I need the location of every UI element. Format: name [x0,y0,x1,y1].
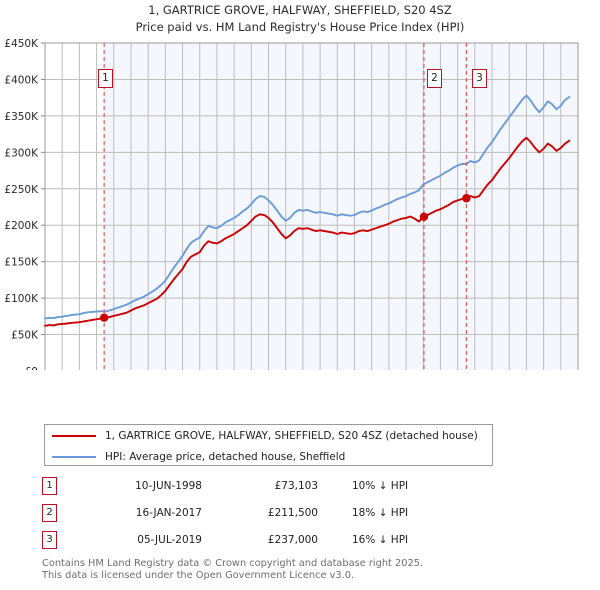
transaction-badge-1: 1 [42,476,57,495]
y-axis-tick-label: £400K [4,74,39,86]
transaction-marker-dot [462,194,471,203]
footer-line-2: This data is licensed under the Open Gov… [42,570,355,581]
y-axis-tick-label: £50K [11,330,39,342]
chart-callout-1: 1 [98,69,113,88]
y-axis-tick-label: £200K [4,220,39,232]
footer-attribution: Contains HM Land Registry data © Crown c… [42,558,562,582]
table-row: 1 10-JUN-1998 £73,103 10% ↓ HPI [42,472,462,499]
y-axis-tick-label: £0 [25,366,38,370]
price-hpi-line-chart: £0 £50K £100K £150K £200K £250K £300K £350K £400… [4,38,579,370]
chart-legend: 1, GARTRICE GROVE, HALFWAY, SHEFFIELD, S… [44,424,493,466]
legend-swatch-property [52,434,96,437]
footer-line-1: Contains HM Land Registry data © Crown c… [42,558,424,569]
y-axis-tick-label: £450K [4,38,39,50]
legend-label-hpi: HPI: Average price, detached house, Shef… [105,450,346,463]
y-axis-tick-label: £100K [4,293,39,305]
chart-area: £0 £50K £100K £150K £200K £250K £300K £350K £400… [0,38,600,370]
y-axis-tick-label: £300K [4,147,39,159]
transaction-delta-3: 16% ↓ HPI [352,533,409,546]
transaction-delta-1: 10% ↓ HPI [352,479,409,492]
series-line-property [44,136,571,327]
transaction-price-2: £211,500 [267,506,318,519]
plot-background-left [45,43,105,370]
legend-label-property: 1, GARTRICE GROVE, HALFWAY, SHEFFIELD, S… [105,429,478,442]
plot-frame [44,42,579,370]
transaction-date-2: 16-JAN-2017 [135,506,202,519]
transaction-price-3: £237,000 [267,533,318,546]
legend-swatch-hpi [52,455,96,458]
transaction-badge-3: 3 [42,530,57,549]
plot-background-shaded [104,43,578,370]
series-line-hpi [44,94,571,320]
legend-item-hpi: HPI: Average price, detached house, Shef… [45,446,492,467]
transaction-badge-2: 2 [42,503,57,522]
chart-callout-3: 3 [472,69,487,88]
transaction-marker-dot [419,212,429,222]
transaction-delta-2: 18% ↓ HPI [352,506,409,519]
transaction-date-3: 05-JUL-2019 [137,533,202,546]
transactions-table: 1 10-JUN-1998 £73,103 10% ↓ HPI 2 16-JAN… [42,472,462,553]
y-axis-tick-label: £350K [4,111,39,123]
transaction-price-1: £73,103 [274,479,318,492]
title-line-2: Price paid vs. HM Land Registry's House … [135,20,465,34]
transaction-marker-dot [99,313,109,322]
transaction-date-1: 10-JUN-1998 [135,479,202,492]
title-line-1: 1, GARTRICE GROVE, HALFWAY, SHEFFIELD, S… [148,3,452,17]
table-row: 3 05-JUL-2019 £237,000 16% ↓ HPI [42,526,462,553]
y-axis-tick-label: £250K [4,184,39,196]
table-row: 2 16-JAN-2017 £211,500 18% ↓ HPI [42,499,462,526]
y-axis-tick-label: £150K [4,257,39,269]
chart-callout-2: 2 [427,69,442,88]
page-title: 1, GARTRICE GROVE, HALFWAY, SHEFFIELD, S… [0,2,600,36]
legend-item-property: 1, GARTRICE GROVE, HALFWAY, SHEFFIELD, S… [45,425,492,446]
